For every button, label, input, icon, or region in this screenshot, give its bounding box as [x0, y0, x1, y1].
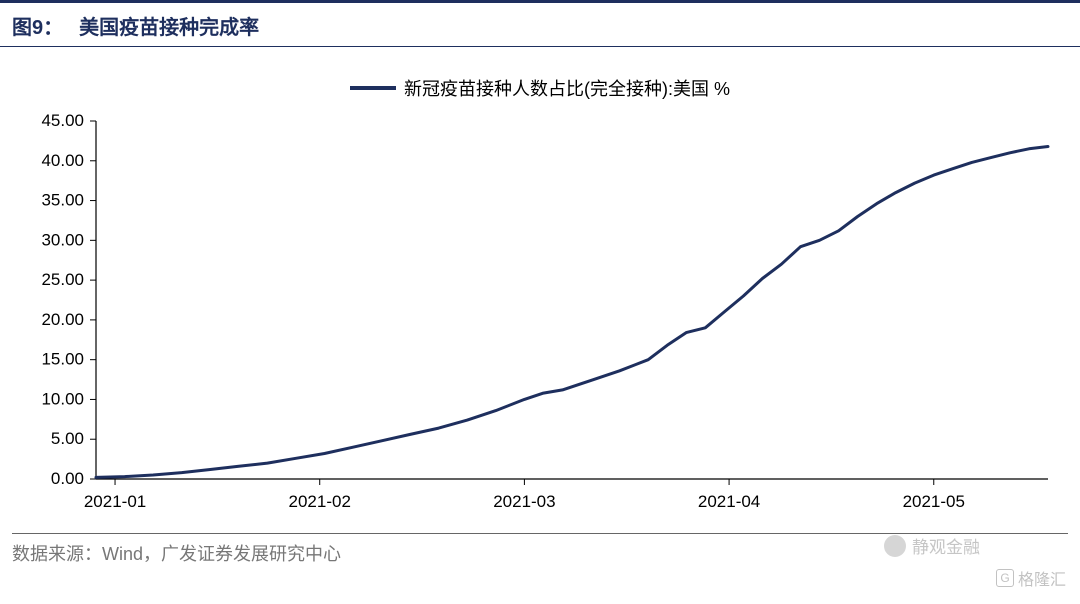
svg-text:40.00: 40.00 [41, 151, 84, 170]
svg-text:20.00: 20.00 [41, 310, 84, 329]
svg-text:45.00: 45.00 [41, 111, 84, 130]
svg-text:2021-04: 2021-04 [698, 492, 760, 511]
svg-text:0.00: 0.00 [51, 469, 84, 488]
svg-text:2021-02: 2021-02 [289, 492, 351, 511]
svg-text:2021-05: 2021-05 [903, 492, 965, 511]
chart-legend: 新冠疫苗接种人数占比(完全接种):美国 % [0, 75, 1080, 101]
site-icon: G [996, 569, 1014, 587]
site-text: 格隆汇 [1018, 566, 1066, 590]
wechat-watermark: 静观金融 [884, 533, 980, 558]
legend-swatch [350, 86, 396, 90]
svg-text:15.00: 15.00 [41, 350, 84, 369]
chart-container: 0.00 5.00 10.00 15.00 20.00 25.00 30.00 35.00 40… [18, 109, 1062, 529]
source-text: 数据来源：Wind，广发证券发展研究中心 [12, 544, 341, 564]
svg-text:10.00: 10.00 [41, 389, 84, 408]
wechat-icon [884, 535, 906, 557]
site-watermark: G 格隆汇 [996, 566, 1066, 590]
figure-number: 图9： [12, 11, 63, 40]
legend-item: 新冠疫苗接种人数占比(完全接种):美国 % [350, 75, 730, 101]
legend-label: 新冠疫苗接种人数占比(完全接种):美国 % [404, 75, 730, 101]
line-chart: 0.00 5.00 10.00 15.00 20.00 25.00 30.00 35.00 40… [18, 109, 1062, 529]
svg-text:2021-01: 2021-01 [84, 492, 146, 511]
svg-text:35.00: 35.00 [41, 191, 84, 210]
wechat-text: 静观金融 [912, 533, 980, 558]
svg-text:30.00: 30.00 [41, 230, 84, 249]
svg-text:5.00: 5.00 [51, 429, 84, 448]
figure-title: 美国疫苗接种完成率 [79, 11, 259, 40]
svg-text:25.00: 25.00 [41, 270, 84, 289]
figure-header: 图9： 美国疫苗接种完成率 [0, 0, 1080, 47]
svg-text:2021-03: 2021-03 [493, 492, 555, 511]
